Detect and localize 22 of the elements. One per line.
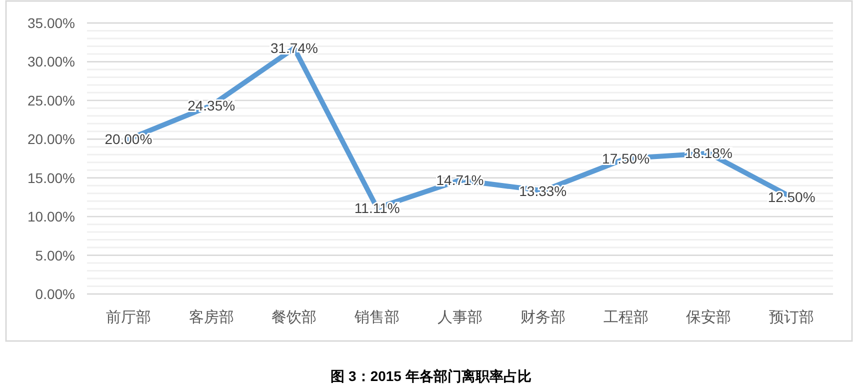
data-label: 31.74%	[270, 40, 318, 56]
y-tick-label: 15.00%	[28, 170, 75, 186]
x-tick-label: 预订部	[769, 309, 814, 326]
data-label: 20.00%	[104, 131, 152, 148]
y-tick-label: 20.00%	[28, 131, 75, 148]
y-tick-label: 0.00%	[35, 286, 75, 302]
caption: 图 3：2015 年各部门离职率占比	[330, 368, 532, 384]
y-tick-label: 35.00%	[28, 15, 75, 31]
x-tick-label: 餐饮部	[272, 309, 317, 326]
x-tick-label: 工程部	[603, 309, 648, 326]
x-tick-label: 财务部	[520, 309, 566, 326]
x-tick-label: 销售部	[354, 309, 400, 326]
y-tick-label: 30.00%	[28, 54, 75, 70]
data-label: 11.11%	[354, 200, 400, 216]
data-label: 12.50%	[768, 189, 816, 206]
x-tick-label: 人事部	[438, 309, 482, 326]
x-tick-label: 客房部	[188, 309, 234, 326]
y-tick-label: 10.00%	[28, 208, 75, 225]
x-tick-label: 前厅部	[106, 309, 151, 326]
x-tick-label: 保安部	[686, 309, 732, 326]
y-tick-label: 25.00%	[28, 92, 75, 108]
y-tick-label: 5.00%	[35, 247, 75, 264]
